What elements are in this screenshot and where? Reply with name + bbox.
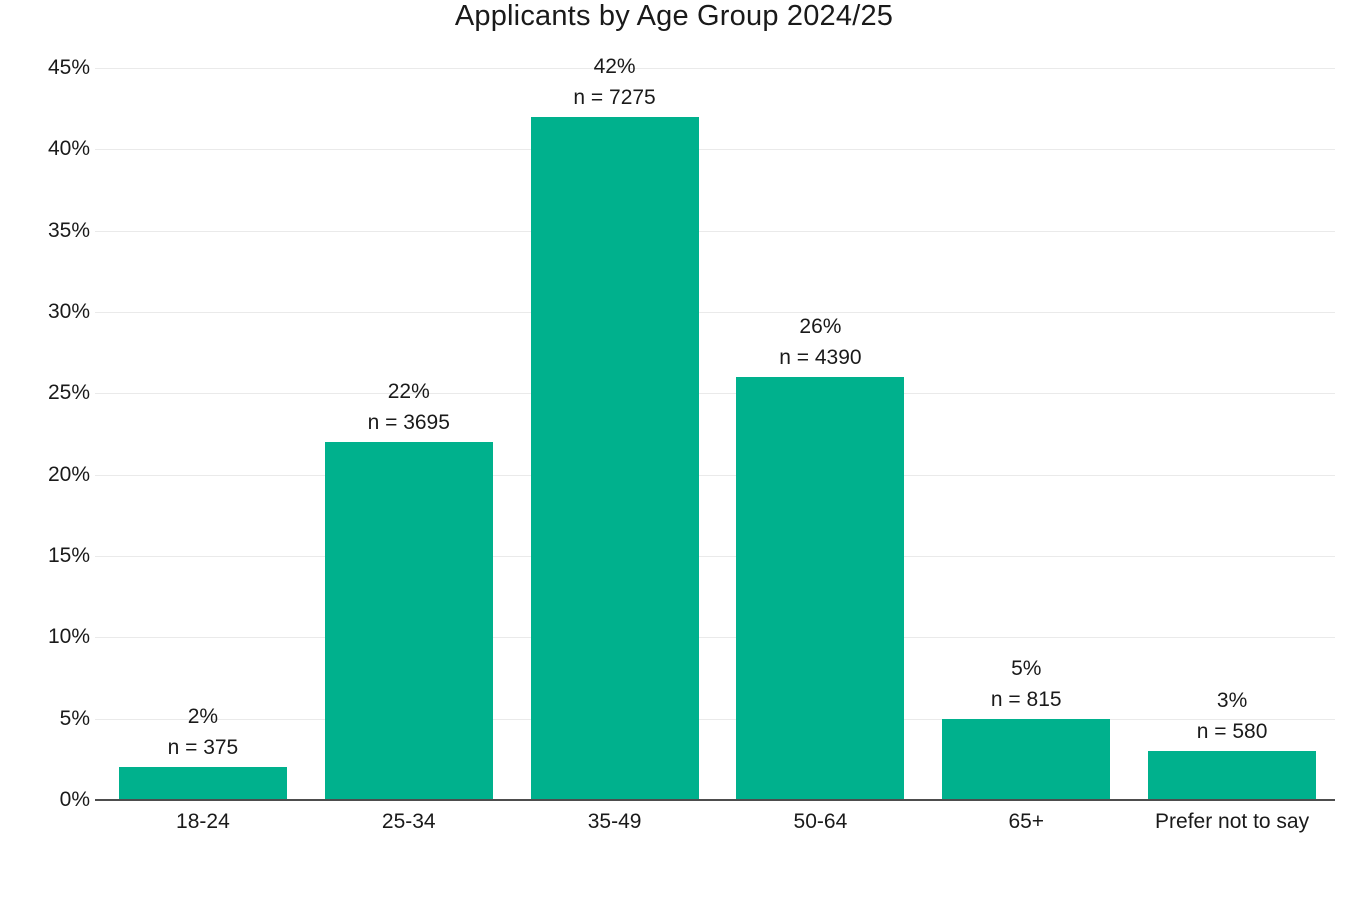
bar-percent-label: 2% <box>187 705 219 729</box>
x-axis-label: 18-24 <box>176 810 230 833</box>
y-tick-label: 30% <box>47 300 90 323</box>
bar-count-label: n = 580 <box>1196 720 1268 744</box>
y-tick-label: 45% <box>47 56 90 79</box>
bar-percent-label: 22% <box>387 380 430 404</box>
y-tick-label: 15% <box>47 544 90 567</box>
bar-50-64[interactable] <box>736 377 905 799</box>
bar-35-49[interactable] <box>530 116 699 799</box>
gridline <box>95 474 1335 476</box>
bar-percent-label: 42% <box>593 54 636 78</box>
x-axis-label: 65+ <box>1008 810 1045 833</box>
gridline <box>95 637 1335 639</box>
gridline <box>95 718 1335 720</box>
bar-count-label: n = 4390 <box>779 346 862 370</box>
bar-count-label: n = 375 <box>167 736 239 760</box>
bar-65+[interactable] <box>942 718 1111 799</box>
bar-prefer-not-to-say[interactable] <box>1148 751 1317 799</box>
y-tick-label: 10% <box>47 625 90 649</box>
y-tick-label: 35% <box>47 218 90 242</box>
y-tick-label: 0% <box>59 788 90 811</box>
bar-count-label: n = 7275 <box>573 85 656 109</box>
gridline <box>95 149 1335 151</box>
y-tick-label: 40% <box>47 137 90 161</box>
x-axis-label: 50-64 <box>793 810 848 833</box>
bar-count-label: n = 3695 <box>367 411 450 435</box>
gridline <box>95 393 1335 395</box>
bar-18-24[interactable] <box>118 767 287 799</box>
gridline <box>95 312 1335 313</box>
y-tick-label: 25% <box>47 381 90 405</box>
y-tick-label: 5% <box>59 706 90 730</box>
x-axis-line <box>95 799 1335 801</box>
x-axis-label: Prefer not to say <box>1155 810 1310 833</box>
bar-25-34[interactable] <box>324 442 493 799</box>
y-tick-label: 20% <box>47 462 90 486</box>
bar-count-label: n = 815 <box>990 687 1062 711</box>
gridline <box>95 230 1335 232</box>
x-axis-label: 25-34 <box>381 810 436 833</box>
chart-title: Applicants by Age Group 2024/25 <box>454 0 894 32</box>
bar-percent-label: 26% <box>799 315 842 339</box>
gridline <box>95 556 1335 557</box>
bar-percent-label: 3% <box>1216 689 1248 713</box>
x-axis-label: 35-49 <box>587 810 642 833</box>
gridline <box>95 68 1335 69</box>
bar-percent-label: 5% <box>1011 656 1042 680</box>
